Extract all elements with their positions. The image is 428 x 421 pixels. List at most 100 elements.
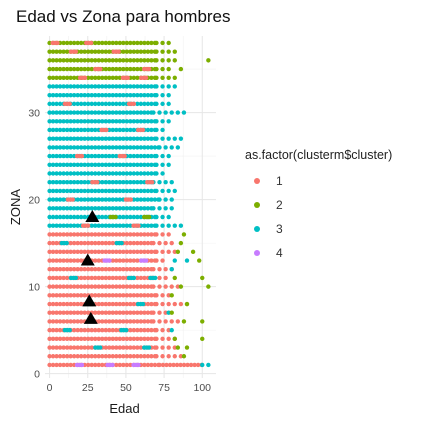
- data-point: [75, 336, 80, 342]
- data-point: [96, 362, 101, 368]
- data-point: [100, 284, 105, 289]
- data-point: [117, 319, 123, 324]
- data-point: [75, 92, 80, 98]
- data-point: [166, 293, 171, 298]
- data-point: [71, 301, 77, 307]
- data-point: [68, 206, 73, 211]
- data-point: [71, 179, 77, 185]
- data-point: [169, 284, 174, 289]
- data-point: [89, 249, 94, 255]
- data-point: [103, 49, 108, 54]
- data-point: [103, 110, 108, 115]
- data-point: [154, 258, 159, 263]
- data-point: [145, 188, 151, 194]
- data-point: [114, 206, 119, 211]
- data-point: [57, 171, 63, 176]
- data-point: [152, 197, 158, 202]
- data-point: [110, 179, 115, 185]
- data-point: [121, 101, 126, 107]
- data-point: [103, 354, 108, 359]
- data-point: [171, 362, 176, 368]
- data-point: [93, 232, 98, 237]
- data-point: [145, 223, 151, 228]
- data-point: [82, 188, 87, 194]
- data-point: [138, 293, 144, 298]
- data-point: [160, 119, 165, 124]
- data-point: [107, 258, 112, 263]
- data-point: [68, 267, 73, 272]
- data-point: [166, 232, 171, 237]
- data-point: [157, 319, 162, 324]
- data-point: [138, 101, 144, 107]
- data-point: [78, 214, 84, 220]
- data-point: [64, 119, 70, 124]
- data-point: [131, 84, 137, 89]
- data-point: [88, 40, 94, 46]
- data-point: [50, 171, 56, 176]
- data-point: [145, 84, 151, 89]
- data-point: [128, 223, 133, 228]
- data-point: [151, 319, 156, 324]
- data-point: [78, 66, 84, 72]
- data-point: [50, 232, 56, 237]
- data-point: [100, 223, 105, 228]
- data-point: [200, 275, 205, 281]
- data-point: [71, 58, 77, 63]
- legend-label: 2: [276, 198, 283, 212]
- legend-swatch: [254, 226, 260, 232]
- data-point: [64, 84, 70, 89]
- data-point: [172, 275, 177, 281]
- data-point: [57, 49, 63, 54]
- data-point: [78, 327, 84, 333]
- data-point: [54, 179, 59, 185]
- data-point: [145, 101, 151, 107]
- data-point: [50, 319, 56, 324]
- data-point: [154, 136, 159, 141]
- data-points: [47, 40, 211, 368]
- data-point: [103, 119, 108, 124]
- data-point: [107, 293, 112, 298]
- data-point: [50, 354, 56, 359]
- data-point: [142, 232, 147, 237]
- data-point: [121, 171, 126, 176]
- data-point: [160, 336, 165, 342]
- data-point: [100, 188, 105, 194]
- data-point: [50, 275, 56, 281]
- data-point: [78, 179, 84, 185]
- data-point: [166, 327, 171, 333]
- data-point: [110, 293, 115, 298]
- data-point: [54, 145, 59, 150]
- data-point: [154, 40, 159, 46]
- data-point: [149, 223, 154, 228]
- data-point: [145, 58, 151, 63]
- data-point: [96, 214, 101, 220]
- data-point: [125, 75, 130, 80]
- data-point: [54, 206, 59, 211]
- data-point: [71, 293, 77, 298]
- data-point: [71, 310, 77, 315]
- data-point: [131, 110, 137, 115]
- data-point: [78, 345, 84, 350]
- data-point: [103, 240, 108, 246]
- data-point: [61, 267, 66, 272]
- data-point: [82, 336, 87, 342]
- data-point: [78, 354, 84, 359]
- data-point: [117, 336, 123, 342]
- data-point: [149, 49, 154, 54]
- data-point: [121, 345, 126, 350]
- data-point: [160, 362, 166, 368]
- data-point: [117, 284, 123, 289]
- data-point: [138, 319, 144, 324]
- data-point: [175, 110, 181, 115]
- data-point: [142, 249, 147, 255]
- data-point: [93, 162, 98, 167]
- data-point: [71, 240, 77, 246]
- data-point: [57, 188, 63, 194]
- data-point: [135, 293, 140, 298]
- data-point: [86, 232, 91, 237]
- data-point: [96, 58, 101, 63]
- data-point: [50, 301, 56, 307]
- data-point: [82, 66, 87, 72]
- data-point: [149, 101, 154, 107]
- data-point: [145, 127, 151, 133]
